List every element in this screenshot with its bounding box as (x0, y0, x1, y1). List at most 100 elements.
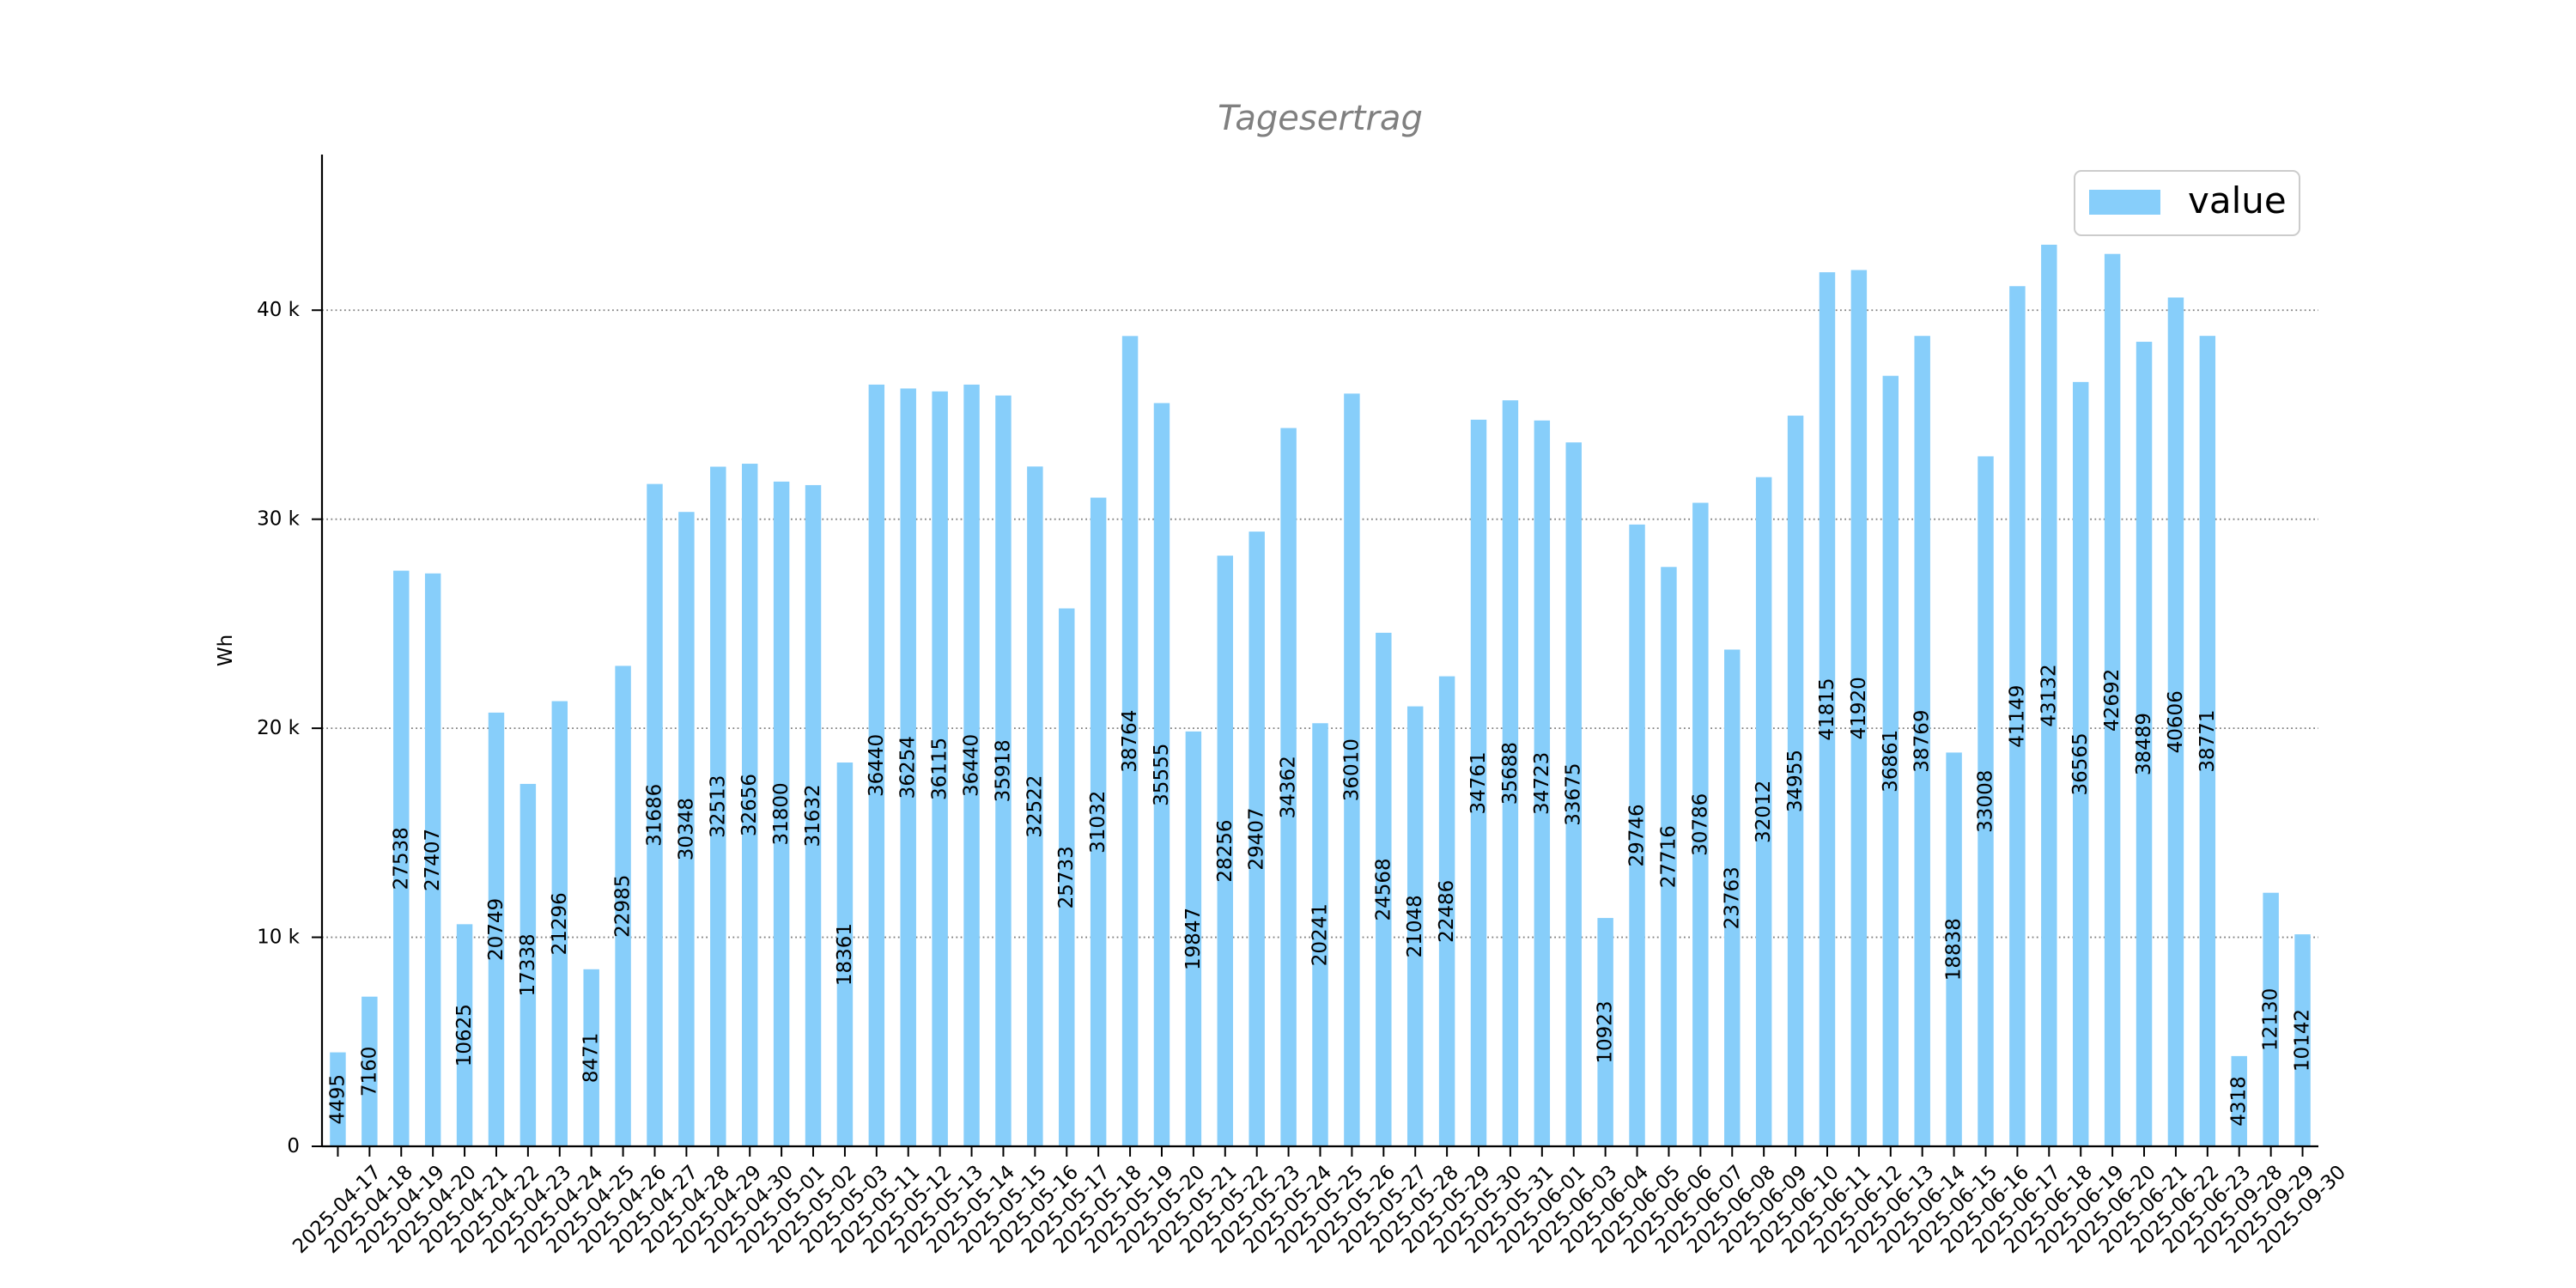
bar-2025-04-20 (424, 573, 441, 1146)
data-label-2025-06-03: 33675 (1563, 763, 1585, 826)
data-label-2025-05-18: 31032 (1087, 791, 1109, 854)
y-tick-label: 20 k (257, 717, 301, 739)
data-label-2025-05-23: 29407 (1246, 807, 1268, 870)
data-label-2025-05-27: 24568 (1372, 858, 1394, 920)
bar-2025-05-01 (773, 481, 790, 1146)
data-label-2025-06-01: 34723 (1531, 752, 1553, 815)
legend-label: value (2188, 179, 2287, 222)
legend: value (2074, 170, 2300, 236)
data-label-2025-09-30: 10142 (2292, 1009, 2314, 1072)
data-label-2025-04-23: 17338 (517, 933, 539, 996)
bar-2025-06-16 (1978, 456, 1994, 1146)
bar-2025-06-11 (1819, 272, 1836, 1146)
bar-2025-05-24 (1280, 428, 1297, 1146)
bar-2025-05-18 (1090, 497, 1107, 1146)
bar-2025-05-17 (1059, 608, 1075, 1146)
data-label-2025-05-22: 28256 (1214, 819, 1236, 882)
bar-2025-05-12 (900, 388, 916, 1146)
data-label-2025-06-18: 43132 (2038, 664, 2060, 726)
bar-2025-09-29 (2263, 892, 2279, 1146)
data-label-2025-05-30: 34761 (1467, 751, 1490, 814)
bar-2025-04-26 (615, 665, 631, 1146)
data-label-2025-05-24: 34362 (1278, 756, 1300, 818)
data-label-2025-06-09: 32012 (1753, 781, 1775, 843)
data-label-2025-04-24: 21296 (549, 892, 571, 955)
bar-2025-05-11 (868, 384, 885, 1146)
bar-2025-06-01 (1534, 420, 1551, 1146)
bar-2025-06-14 (1914, 336, 1930, 1146)
data-label-2025-05-21: 19847 (1182, 908, 1205, 970)
data-label-2025-04-25: 8471 (580, 1033, 603, 1084)
bar-2025-06-03 (1565, 442, 1582, 1146)
bar-2025-06-05 (1629, 524, 1645, 1146)
data-label-2025-05-01: 31800 (770, 782, 793, 845)
data-label-2025-04-26: 22985 (612, 875, 635, 938)
bar-2025-04-27 (647, 483, 663, 1146)
data-label-2025-05-13: 36115 (929, 738, 951, 800)
data-label-2025-05-20: 35555 (1151, 744, 1173, 806)
bar-2025-06-07 (1692, 502, 1709, 1146)
data-label-2025-05-03: 18361 (834, 923, 856, 986)
data-label-2025-04-21: 10625 (453, 1004, 476, 1066)
data-label-2025-06-07: 30786 (1689, 793, 1711, 856)
bar-2025-06-23 (2199, 336, 2216, 1146)
y-axis: 0 10 k 20 k 30 k 40 k (257, 155, 324, 1157)
bar-2025-06-13 (1882, 375, 1899, 1147)
data-label-2025-06-05: 29746 (1626, 804, 1649, 866)
bar-2025-06-20 (2104, 253, 2121, 1146)
data-label-2025-05-11: 36440 (866, 734, 888, 797)
bar-2025-05-26 (1344, 393, 1360, 1146)
data-label-2025-05-15: 35918 (992, 739, 1014, 802)
bar-series (330, 244, 2311, 1147)
bar-2025-09-28 (2231, 1055, 2247, 1146)
data-label-2025-05-25: 20241 (1309, 903, 1332, 966)
data-label-2025-06-21: 38489 (2133, 713, 2155, 775)
data-label-2025-05-12: 36254 (897, 736, 920, 799)
data-label-2025-06-15: 18838 (1943, 918, 1965, 981)
data-label-2025-04-29: 32513 (707, 775, 729, 838)
data-label-2025-04-17: 4495 (326, 1074, 349, 1125)
data-label-2025-09-29: 12130 (2260, 988, 2282, 1051)
data-label-2025-04-18: 7160 (358, 1047, 380, 1097)
bar-2025-05-22 (1217, 556, 1234, 1146)
bar-2025-04-23 (519, 783, 537, 1146)
bar-2025-06-18 (2041, 244, 2057, 1146)
bar-2025-06-10 (1787, 416, 1804, 1146)
bar-2025-05-28 (1406, 706, 1424, 1146)
bar-2025-05-20 (1153, 403, 1170, 1146)
y-tick-label: 30 k (257, 508, 301, 531)
bar-2025-05-29 (1438, 676, 1455, 1146)
data-label-2025-05-17: 25733 (1055, 846, 1078, 908)
bar-2025-05-27 (1376, 632, 1392, 1146)
data-label-2025-05-31: 35688 (1499, 742, 1522, 805)
data-label-2025-05-28: 21048 (1404, 895, 1426, 957)
y-tick-label: 40 k (257, 299, 301, 321)
bar-2025-06-12 (1850, 270, 1868, 1146)
bar-2025-04-25 (583, 969, 599, 1146)
data-label-2025-06-08: 23763 (1721, 866, 1743, 929)
y-tick-label: 0 (287, 1135, 300, 1157)
data-label-2025-06-17: 41149 (2006, 685, 2028, 748)
data-label-2025-05-26: 36010 (1340, 738, 1363, 801)
bar-2025-05-30 (1470, 419, 1487, 1146)
data-label-2025-04-27: 31686 (644, 784, 666, 847)
data-label-2025-04-28: 30348 (675, 798, 697, 860)
bar-2025-04-21 (456, 924, 473, 1146)
data-label-2025-06-04: 10923 (1595, 1000, 1617, 1063)
data-label-2025-05-29: 22486 (1436, 880, 1458, 943)
bar-2025-06-21 (2136, 342, 2153, 1146)
data-label-2025-06-11: 41815 (1816, 677, 1838, 740)
bar-2025-05-02 (805, 484, 822, 1146)
bar-2025-06-08 (1724, 649, 1741, 1146)
bar-2025-09-30 (2294, 934, 2311, 1146)
bar-2025-05-31 (1502, 400, 1519, 1146)
data-label-2025-06-14: 38769 (1911, 710, 1934, 773)
bar-2025-05-23 (1249, 532, 1265, 1146)
bar-2025-06-04 (1597, 918, 1613, 1146)
data-label-2025-05-19: 38764 (1119, 710, 1141, 773)
data-label-2025-04-20: 27407 (422, 829, 444, 891)
bar-2025-04-28 (678, 512, 695, 1146)
data-label-2025-06-16: 33008 (1975, 770, 1997, 833)
bar-2025-04-22 (488, 712, 505, 1146)
